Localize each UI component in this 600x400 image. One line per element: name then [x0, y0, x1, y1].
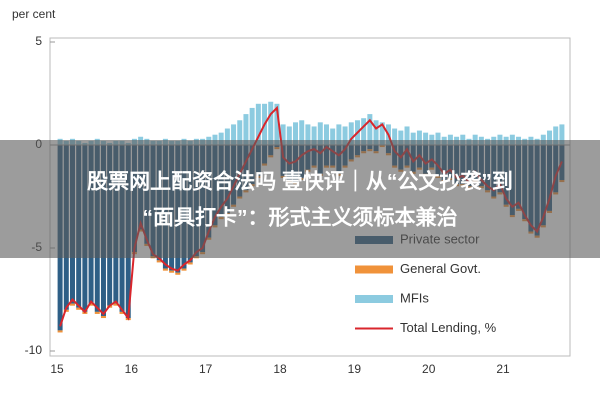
- bar: [162, 268, 168, 271]
- bar: [373, 120, 379, 145]
- x-tick-label: 15: [50, 362, 64, 376]
- bar: [410, 132, 416, 145]
- bar: [472, 134, 478, 145]
- bar: [69, 303, 75, 306]
- bar: [88, 303, 94, 306]
- bar: [342, 126, 348, 145]
- bar: [224, 128, 230, 145]
- bar: [293, 122, 299, 145]
- bar: [243, 114, 249, 145]
- x-tick-label: 20: [422, 362, 436, 376]
- bar: [547, 130, 553, 145]
- bar: [305, 124, 311, 145]
- bar: [187, 262, 193, 265]
- bar: [212, 134, 218, 145]
- bar: [94, 311, 100, 314]
- legend-label: General Govt.: [400, 261, 481, 276]
- bar: [181, 268, 187, 271]
- x-tick-label: 18: [273, 362, 287, 376]
- bar: [175, 272, 181, 275]
- bar: [274, 103, 280, 145]
- legend-label: Total Lending, %: [400, 320, 497, 335]
- bar: [435, 132, 441, 145]
- bar: [231, 124, 237, 145]
- y-axis-label: per cent: [12, 7, 56, 21]
- x-tick-label: 17: [199, 362, 213, 376]
- x-tick-label: 19: [348, 362, 362, 376]
- bar: [249, 107, 255, 145]
- bar: [447, 134, 453, 145]
- bar: [280, 124, 286, 145]
- bar: [509, 134, 515, 145]
- bar: [540, 134, 546, 145]
- bar: [423, 132, 429, 145]
- bar: [323, 124, 329, 145]
- legend-swatch: [355, 295, 393, 303]
- bar: [311, 126, 317, 145]
- bar: [100, 315, 106, 319]
- bar: [429, 134, 435, 145]
- bar: [330, 128, 336, 145]
- bar: [255, 103, 261, 145]
- bar: [317, 122, 323, 145]
- bar: [113, 303, 119, 306]
- bar: [416, 130, 422, 145]
- bar: [169, 270, 175, 273]
- bar: [361, 118, 367, 145]
- bar: [559, 124, 565, 145]
- banner-text: “面具打卡”：形式主义须标本兼治: [143, 206, 458, 230]
- bar: [553, 126, 559, 145]
- banner-text: 股票网上配资合法吗 壹快评｜从“公文抄袭”到: [87, 170, 513, 194]
- bar: [336, 124, 342, 145]
- banner: [0, 140, 600, 258]
- bar: [367, 114, 373, 145]
- y-tick-label: 5: [35, 34, 42, 48]
- x-tick-label: 21: [496, 362, 510, 376]
- bar: [379, 122, 385, 145]
- y-tick-label: -10: [25, 343, 43, 357]
- bar: [299, 120, 305, 145]
- bar: [218, 132, 224, 145]
- bar: [268, 101, 274, 145]
- bar: [398, 130, 404, 145]
- bar: [460, 134, 466, 145]
- bar: [404, 126, 410, 145]
- bar: [497, 134, 503, 145]
- bar: [76, 307, 82, 310]
- legend-swatch: [355, 265, 393, 274]
- bar: [119, 311, 125, 314]
- bar: [348, 122, 354, 145]
- bar: [286, 126, 292, 145]
- x-tick-label: 16: [125, 362, 139, 376]
- bar: [237, 120, 243, 145]
- legend-label: MFIs: [400, 290, 429, 305]
- bar: [156, 260, 162, 263]
- bar: [57, 330, 63, 333]
- bar: [392, 128, 398, 145]
